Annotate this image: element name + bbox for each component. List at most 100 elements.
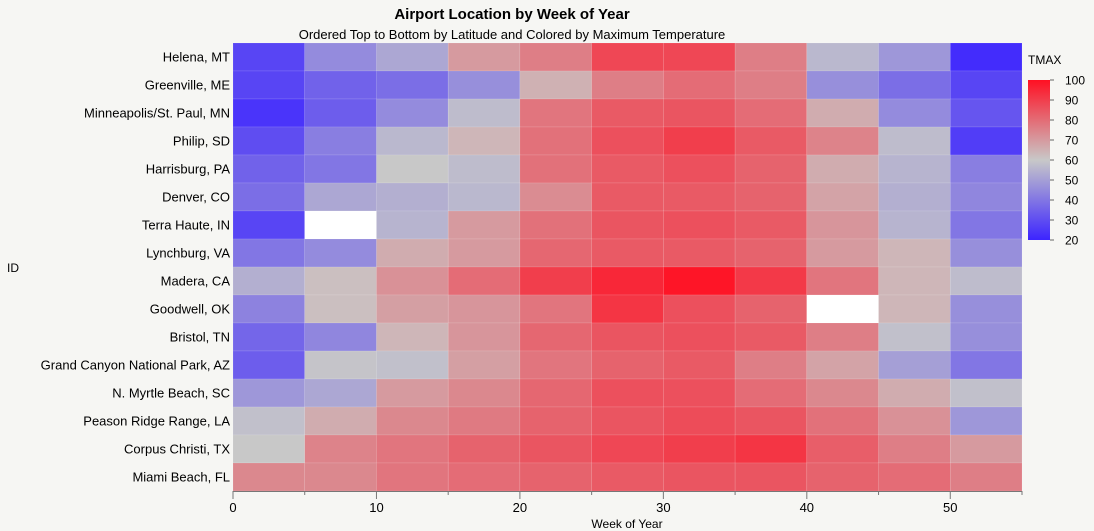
heatmap-cell [734, 126, 808, 156]
heatmap-cell [232, 406, 306, 436]
heatmap-cell [376, 406, 449, 436]
legend-tick-label: 70 [1065, 134, 1079, 148]
heatmap-cell [878, 70, 951, 100]
heatmap-cell [878, 378, 951, 408]
heatmap-cell [806, 238, 879, 268]
heatmap-cell [232, 210, 306, 240]
row-label: Terra Haute, IN [142, 218, 230, 233]
heatmap-cell [734, 294, 808, 324]
heatmap-cell [878, 406, 951, 436]
heatmap-cell [519, 378, 592, 408]
heatmap-cell [304, 294, 377, 324]
heatmap-cell [376, 266, 449, 296]
heatmap-cell [878, 154, 951, 184]
heatmap-cell [949, 238, 1023, 268]
heatmap-cell [376, 70, 449, 100]
heatmap-cell [304, 378, 377, 408]
heatmap-cell [878, 350, 951, 380]
legend-tick-label: 100 [1065, 74, 1085, 88]
heatmap-cell [232, 126, 306, 156]
heatmap-cell [304, 70, 377, 100]
heatmap-cell [519, 42, 592, 72]
heatmap-cell [447, 154, 521, 184]
y-axis-label: ID [7, 261, 19, 275]
heatmap-cell [591, 350, 664, 380]
heatmap-cell [949, 434, 1023, 464]
x-axis-label: Week of Year [591, 517, 662, 531]
row-labels: Helena, MT Greenville, ME Minneapolis/St. … [41, 50, 231, 485]
heatmap-cell [304, 154, 377, 184]
row-label: Goodwell, OK [150, 302, 231, 317]
heatmap-cell [376, 350, 449, 380]
heatmap-cell [949, 182, 1023, 212]
legend-title: TMAX [1028, 53, 1061, 67]
heatmap-cell [806, 266, 879, 296]
heatmap-cell [376, 462, 449, 492]
row-label: Denver, CO [162, 190, 230, 205]
heatmap-cell [376, 42, 449, 72]
heatmap-cell [447, 238, 521, 268]
heatmap-cell [591, 182, 664, 212]
heatmap-cell [304, 126, 377, 156]
heatmap-cell [376, 154, 449, 184]
row-label: Philip, SD [173, 134, 230, 149]
heatmap-cell [591, 434, 664, 464]
x-axis: 0 10 20 30 40 50 [229, 491, 1023, 515]
legend-tick-label: 50 [1065, 174, 1079, 188]
heatmap-cell [519, 294, 592, 324]
heatmap-cell [232, 322, 306, 352]
heatmap-cell [232, 98, 306, 128]
heatmap-cell [663, 182, 736, 212]
color-legend: TMAX 20 30 40 50 60 70 80 90 100 [1028, 53, 1085, 248]
row-label: N. Myrtle Beach, SC [112, 386, 230, 401]
heatmap-cell [232, 350, 306, 380]
heatmap-cell [304, 462, 377, 492]
heatmap-cell [376, 434, 449, 464]
heatmap-cell [734, 462, 808, 492]
heatmap-cell [447, 42, 521, 72]
heatmap-cells [232, 42, 1023, 492]
row-label: Lynchburg, VA [146, 246, 230, 261]
row-label: Peason Ridge Range, LA [83, 414, 230, 429]
x-tick-label: 50 [943, 500, 957, 515]
heatmap-cell [734, 434, 808, 464]
heatmap-cell [519, 70, 592, 100]
heatmap-cell [806, 294, 879, 324]
heatmap-cell [949, 70, 1023, 100]
heatmap-cell [519, 98, 592, 128]
heatmap-cell [663, 70, 736, 100]
heatmap-cell [806, 210, 879, 240]
heatmap-cell [949, 42, 1023, 72]
heatmap-cell [519, 350, 592, 380]
heatmap-cell [447, 294, 521, 324]
heatmap-cell [878, 462, 951, 492]
heatmap-cell [663, 210, 736, 240]
heatmap-cell [447, 98, 521, 128]
heatmap-cell [519, 434, 592, 464]
heatmap-cell [376, 322, 449, 352]
legend-tick-label: 60 [1065, 154, 1079, 168]
heatmap-cell [591, 210, 664, 240]
heatmap-cell [806, 462, 879, 492]
heatmap-cell [447, 322, 521, 352]
legend-tick-label: 30 [1065, 214, 1079, 228]
heatmap-cell [878, 98, 951, 128]
heatmap-cell [519, 322, 592, 352]
heatmap-cell [663, 238, 736, 268]
heatmap-cell [376, 210, 449, 240]
heatmap-cell [376, 294, 449, 324]
heatmap-cell [519, 210, 592, 240]
heatmap-cell [734, 378, 808, 408]
heatmap-cell [806, 154, 879, 184]
heatmap-cell [734, 70, 808, 100]
heatmap-cell [949, 98, 1023, 128]
heatmap-cell [447, 406, 521, 436]
heatmap-cell [663, 462, 736, 492]
heatmap-cell [878, 42, 951, 72]
heatmap-cell [591, 266, 664, 296]
heatmap-cell [591, 154, 664, 184]
heatmap-cell [447, 210, 521, 240]
heatmap-cell [949, 322, 1023, 352]
heatmap-cell [304, 210, 377, 240]
heatmap-cell [591, 322, 664, 352]
